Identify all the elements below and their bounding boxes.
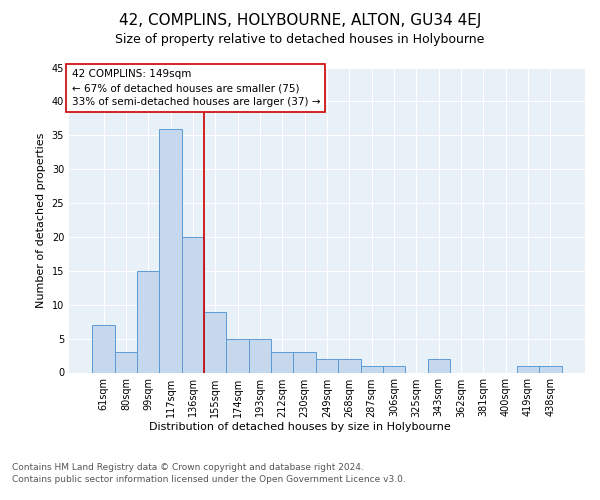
Text: 42 COMPLINS: 149sqm
← 67% of detached houses are smaller (75)
33% of semi-detach: 42 COMPLINS: 149sqm ← 67% of detached ho… <box>71 69 320 107</box>
Bar <box>517 366 539 372</box>
Text: Contains public sector information licensed under the Open Government Licence v3: Contains public sector information licen… <box>12 474 406 484</box>
Bar <box>428 359 450 372</box>
Bar <box>204 312 226 372</box>
Bar <box>137 271 160 372</box>
Bar <box>383 366 405 372</box>
Bar <box>115 352 137 372</box>
Text: Contains HM Land Registry data © Crown copyright and database right 2024.: Contains HM Land Registry data © Crown c… <box>12 464 364 472</box>
Y-axis label: Number of detached properties: Number of detached properties <box>36 132 46 308</box>
Bar <box>293 352 316 372</box>
Text: 42, COMPLINS, HOLYBOURNE, ALTON, GU34 4EJ: 42, COMPLINS, HOLYBOURNE, ALTON, GU34 4E… <box>119 12 481 28</box>
Bar <box>160 128 182 372</box>
Bar <box>361 366 383 372</box>
Text: Distribution of detached houses by size in Holybourne: Distribution of detached houses by size … <box>149 422 451 432</box>
Bar <box>182 237 204 372</box>
Bar <box>316 359 338 372</box>
Bar <box>92 325 115 372</box>
Bar <box>226 338 249 372</box>
Bar <box>271 352 293 372</box>
Bar <box>249 338 271 372</box>
Bar <box>539 366 562 372</box>
Bar <box>338 359 361 372</box>
Text: Size of property relative to detached houses in Holybourne: Size of property relative to detached ho… <box>115 32 485 46</box>
